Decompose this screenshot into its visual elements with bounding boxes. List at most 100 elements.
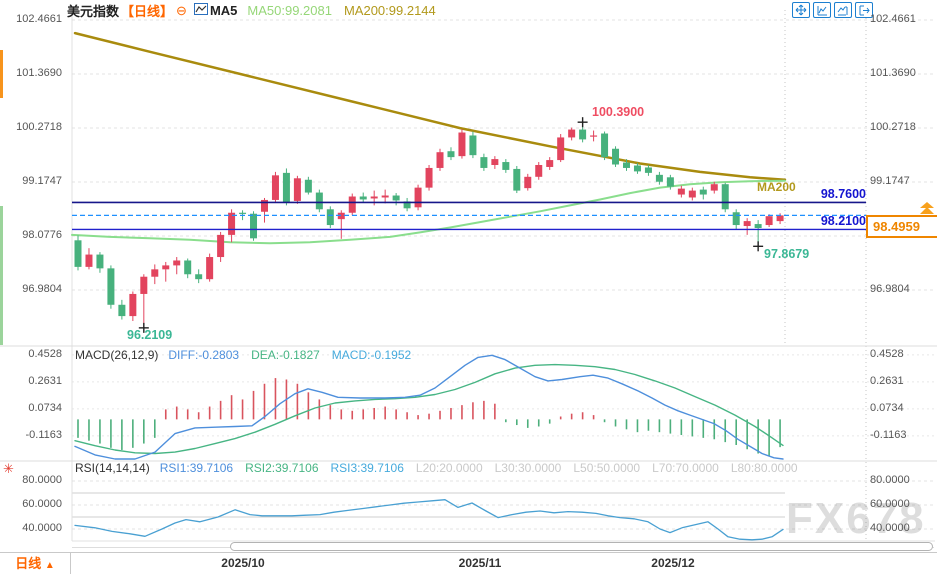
ma50-line xyxy=(71,179,786,245)
candle-body xyxy=(688,190,696,198)
rsi-axis-tick-left: 80.0000 xyxy=(22,474,62,486)
x-axis-month-label: 2025/12 xyxy=(651,556,695,570)
rsi-header: RSI(14,14,14) RSI1:39.7106 RSI2:39.7106 RSI… xyxy=(75,461,798,475)
ma5-legend: MA5 xyxy=(209,3,238,18)
bottom-bar: 日线 ▲ 2025/10 2025/11 2025/12 xyxy=(0,552,937,574)
candle-body xyxy=(458,132,466,157)
pan-crosshair-icon[interactable] xyxy=(792,2,810,18)
candle-body xyxy=(699,189,707,195)
resistance-price-tag: 98.7600 xyxy=(820,187,866,201)
low-price-annotation: 96.2109 xyxy=(127,328,173,342)
candle-body xyxy=(414,187,422,208)
left-strip-orange xyxy=(0,50,3,98)
candle-body xyxy=(140,276,148,294)
macd-hist-value: MACD:-0.1952 xyxy=(331,348,412,362)
main-axis-tick-right: 102.4661 xyxy=(870,13,916,25)
main-axis-tick-left: 102.4661 xyxy=(16,13,62,25)
main-axis-tick-left: 101.3690 xyxy=(16,66,62,79)
candle-body xyxy=(282,172,290,203)
candle-body xyxy=(118,304,126,317)
macd-axis-tick-left: 0.2631 xyxy=(28,374,62,387)
candle-body xyxy=(217,234,225,258)
main-axis-tick-right: 99.1747 xyxy=(870,174,910,187)
candle-body xyxy=(765,216,773,226)
macd-axis-tick-left: 0.4528 xyxy=(28,347,62,360)
candle-body xyxy=(644,167,652,173)
candle-body xyxy=(655,174,663,182)
ma200-line xyxy=(73,31,787,182)
ma50-legend: MA50:99.2081 xyxy=(247,3,332,18)
title-bar: 美元指数 【日线】 ⊖ MA5 MA50:99.2081 MA200:99.2144 xyxy=(67,1,436,20)
rsi-name: RSI(14,14,14) xyxy=(75,461,150,475)
rsi-l80-label: L80:80.0000 xyxy=(730,461,798,475)
candle-body xyxy=(359,196,367,200)
candle-body xyxy=(184,260,192,275)
macd-diff-value: DIFF:-0.2803 xyxy=(168,348,240,362)
zoom-axis-right-icon[interactable] xyxy=(834,2,852,18)
candle-body xyxy=(436,152,444,168)
period-selector-button[interactable]: 日线 ▲ xyxy=(0,553,71,574)
period-label: 【日线】 xyxy=(121,4,174,19)
candle-body xyxy=(513,168,521,191)
candle-body xyxy=(732,212,740,226)
rsi-axis-tick-right: 60.0000 xyxy=(870,498,910,510)
support-price-tag: 98.2100 xyxy=(820,214,866,228)
rsi-axis-tick-right: 80.0000 xyxy=(870,474,910,486)
candle-body xyxy=(535,164,543,177)
main-axis-tick-left: 98.0776 xyxy=(22,228,62,241)
rsi-l30-label: L30:30.0000 xyxy=(494,461,562,475)
candle-body xyxy=(239,212,247,214)
macd-name: MACD(26,12,9) xyxy=(75,348,159,362)
main-axis-tick-right: 100.2718 xyxy=(870,120,916,133)
exit-chart-icon[interactable] xyxy=(855,2,873,18)
candle-body xyxy=(568,129,576,138)
collapse-icon[interactable]: ⊖ xyxy=(176,2,187,18)
candle-body xyxy=(480,157,488,168)
candle-body xyxy=(590,135,598,137)
candle-body xyxy=(250,213,258,239)
chart-toolbar xyxy=(792,2,873,18)
candle-body xyxy=(337,212,345,220)
candle-body xyxy=(677,188,685,195)
indicator-chart-icon[interactable] xyxy=(193,3,208,18)
candle-body xyxy=(326,209,334,226)
macd-axis-tick-left: 0.0734 xyxy=(28,401,62,414)
candle-body xyxy=(623,162,630,168)
macd-axis-tick-right: 0.0734 xyxy=(870,401,904,414)
candle-body xyxy=(304,179,312,193)
ma200-line-tag: MA200 xyxy=(757,180,796,194)
rsi-axis-tick-right: 40.0000 xyxy=(870,522,910,534)
main-axis-tick-left: 99.1747 xyxy=(22,174,62,187)
candle-body xyxy=(271,175,279,200)
scrollbar-thumb[interactable] xyxy=(230,542,933,551)
candle-body xyxy=(107,268,115,305)
candle-body xyxy=(129,293,137,317)
candle-body xyxy=(96,254,104,269)
candle-body xyxy=(260,199,268,212)
candle-body xyxy=(348,196,356,213)
macd-dea-value: DEA:-0.1827 xyxy=(251,348,320,362)
rsi-l70-label: L70:70.0000 xyxy=(652,461,719,475)
left-strip-green xyxy=(0,206,3,345)
candle-body xyxy=(524,176,532,189)
candle-body xyxy=(776,215,784,222)
rsi-axis-tick-left: 40.0000 xyxy=(22,522,62,534)
candle-body xyxy=(381,195,389,198)
x-axis-month-label: 2025/10 xyxy=(221,556,265,570)
candle-body xyxy=(502,162,510,170)
candle-body xyxy=(370,196,378,199)
candle-body xyxy=(721,184,729,210)
zoom-axis-left-icon[interactable] xyxy=(813,2,831,18)
candle-body xyxy=(74,240,82,267)
x-axis-month-label: 2025/11 xyxy=(458,556,502,570)
indicator-settings-icon[interactable]: ✳ xyxy=(3,461,14,476)
candle-body xyxy=(206,257,214,280)
candle-body xyxy=(754,224,762,228)
candle-body xyxy=(403,201,411,209)
macd-axis-tick-right: -0.1163 xyxy=(870,428,907,441)
main-axis-tick-left: 96.9804 xyxy=(22,282,62,295)
candle-body xyxy=(579,129,587,140)
period-selector-label: 日线 xyxy=(15,556,42,571)
